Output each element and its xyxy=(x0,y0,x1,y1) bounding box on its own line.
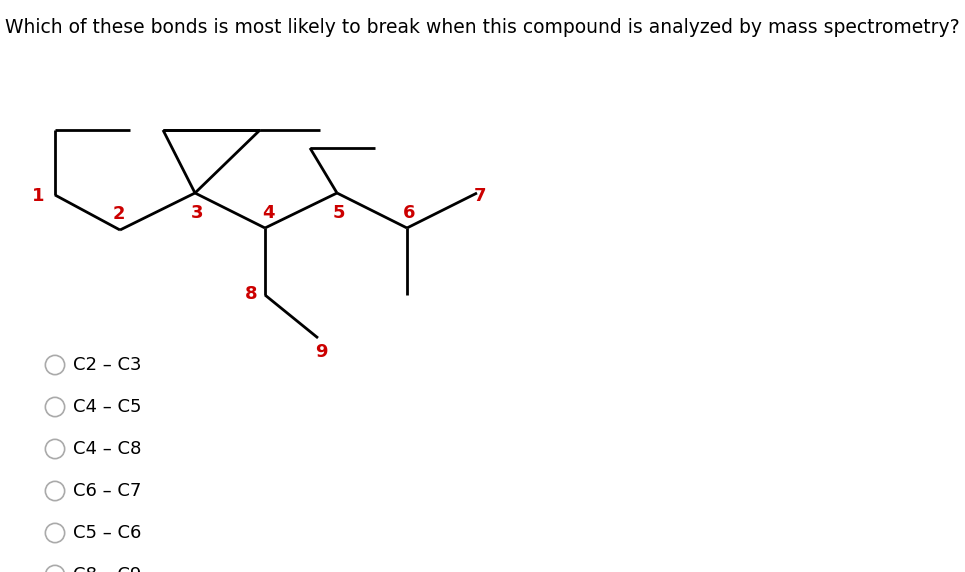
Text: C6 – C7: C6 – C7 xyxy=(72,482,141,500)
Text: 9: 9 xyxy=(315,343,327,361)
Text: 2: 2 xyxy=(113,205,125,223)
Text: 8: 8 xyxy=(245,285,258,303)
Text: 5: 5 xyxy=(333,204,345,222)
Text: 1: 1 xyxy=(32,187,44,205)
Text: C8 – C9: C8 – C9 xyxy=(72,566,141,572)
Text: C4 – C5: C4 – C5 xyxy=(72,398,141,416)
Text: C2 – C3: C2 – C3 xyxy=(72,356,141,374)
Text: Which of these bonds is most likely to break when this compound is analyzed by m: Which of these bonds is most likely to b… xyxy=(5,18,960,37)
Text: 7: 7 xyxy=(474,187,486,205)
Text: 6: 6 xyxy=(402,204,415,222)
Text: C4 – C8: C4 – C8 xyxy=(72,440,141,458)
Text: 4: 4 xyxy=(262,204,274,222)
Text: 3: 3 xyxy=(191,204,204,222)
Text: C5 – C6: C5 – C6 xyxy=(72,524,141,542)
